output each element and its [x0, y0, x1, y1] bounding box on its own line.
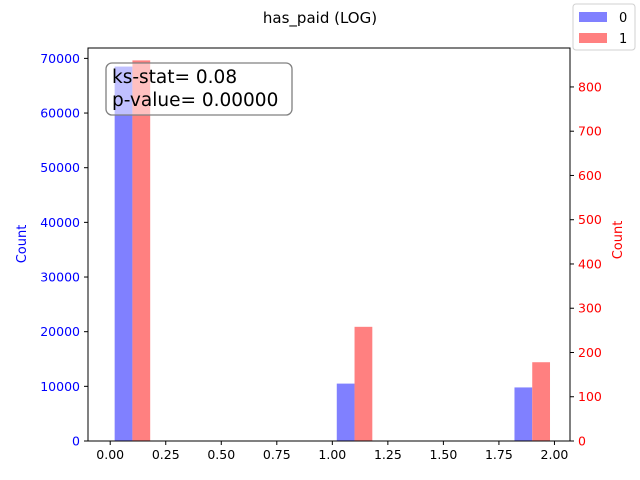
legend-swatch-series-0: [579, 12, 607, 22]
x-tick-label: 1.25: [374, 447, 402, 462]
right-y-tick-label: 800: [578, 79, 602, 94]
left-y-tick-label: 50000: [40, 160, 80, 175]
x-tick-label: 0.00: [96, 447, 124, 462]
right-y-tick-label: 400: [578, 256, 602, 271]
left-y-tick-label: 30000: [40, 270, 80, 285]
stats-annotation: ks-stat= 0.08 p-value= 0.00000: [105, 62, 293, 116]
legend-label-series-1: 1: [619, 32, 627, 47]
x-tick-label: 2.00: [541, 447, 569, 462]
right-y-tick-label: 300: [578, 301, 602, 316]
x-tick-label: 1.75: [485, 447, 513, 462]
stats-annotation-box: [105, 62, 293, 116]
left-y-tick-label: 10000: [40, 379, 80, 394]
x-tick-label: 1.50: [429, 447, 457, 462]
right-y-tick-label: 600: [578, 168, 602, 183]
left-y-tick-label: 20000: [40, 324, 80, 339]
bar-series-0-1: [336, 383, 355, 441]
right-y-tick-label: 0: [578, 434, 586, 449]
bar-series-0-0: [114, 66, 133, 442]
ks-stat-text: ks-stat= 0.08: [112, 67, 237, 88]
right-y-tick-label: 200: [578, 345, 602, 360]
right-y-tick-label: 700: [578, 124, 602, 139]
left-y-axis: 0 10000 20000 30000 40000 50000 60000 70000: [40, 51, 88, 449]
legend: 0 1: [572, 3, 636, 51]
x-tick-label: 0.75: [263, 447, 291, 462]
legend-label-series-0: 0: [619, 11, 627, 26]
plot-frame: [87, 47, 571, 442]
x-tick-label: 0.25: [152, 447, 180, 462]
bar-series-1-1: [354, 326, 373, 441]
legend-swatch-series-1: [579, 33, 607, 43]
left-y-tick-label: 60000: [40, 106, 80, 121]
left-y-tick-label: 0: [72, 434, 80, 449]
left-y-tick-label: 40000: [40, 215, 80, 230]
x-tick-label: 0.50: [207, 447, 235, 462]
bar-series-1-0: [132, 60, 151, 441]
p-value-text: p-value= 0.00000: [112, 90, 278, 111]
right-y-axis: 0 100 200 300 400 500 600 700 800: [570, 79, 602, 449]
right-y-tick-label: 100: [578, 389, 602, 404]
bars-layer: [114, 60, 551, 442]
right-y-axis-label: Count: [611, 221, 626, 260]
bar-series-0-2: [514, 387, 533, 441]
x-axis: 0.00 0.25 0.50 0.75 1.00 1.25 1.50 1.75 2.00: [96, 441, 568, 462]
chart-title: has_paid (LOG): [263, 9, 377, 28]
left-y-axis-label: Count: [15, 225, 30, 264]
right-y-tick-label: 500: [578, 212, 602, 227]
x-tick-label: 1.00: [318, 447, 346, 462]
bar-series-1-2: [532, 362, 551, 441]
left-y-tick-label: 70000: [40, 51, 80, 66]
